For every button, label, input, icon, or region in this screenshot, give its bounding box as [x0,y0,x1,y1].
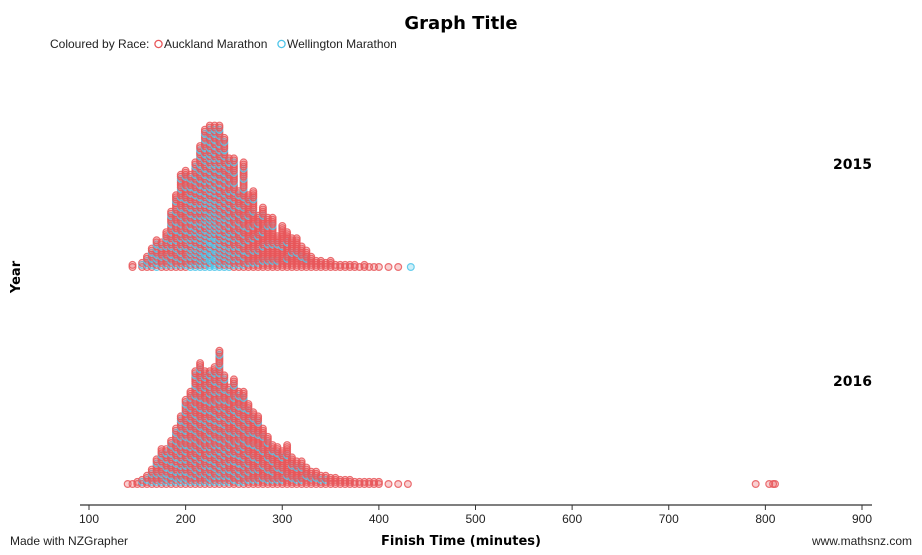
dot-auckland-2016 [254,412,263,421]
x-tick-label: 800 [755,512,775,526]
dot-auckland-2015 [283,228,292,237]
legend: Coloured by Race: Auckland Marathon Well… [50,37,397,51]
legend-entry-wellington: Wellington Marathon [287,37,397,51]
x-tick-label: 100 [79,512,99,526]
dot-auckland-2016 [215,346,224,355]
x-axis-label: Finish Time (minutes) [381,534,541,549]
dot-auckland-2016 [258,424,267,433]
x-tick-label: 400 [369,512,389,526]
x-tick-label: 900 [852,512,872,526]
x-tick-label: 300 [272,512,292,526]
dot-auckland-2016 [283,441,292,450]
plot-area [123,121,779,489]
dot-auckland-2016 [403,480,412,489]
x-tick-label: 600 [562,512,582,526]
legend-marker-wellington [277,39,286,49]
footer-credit: Made with NZGrapher [10,534,128,548]
dot-auckland-2015 [258,203,267,212]
dot-auckland-2016 [297,457,306,466]
dot-auckland-2015 [268,213,277,222]
dot-auckland-2015 [220,133,229,142]
dot-auckland-2016 [770,480,779,489]
dot-auckland-2016 [263,432,272,441]
dot-auckland-2015 [128,260,137,269]
dot-auckland-2015 [384,263,393,272]
dot-auckland-2016 [394,480,403,489]
dot-auckland-2015 [278,222,287,231]
dot-auckland-2015 [394,263,403,272]
dot-auckland-2016 [751,480,760,489]
dot-auckland-2016 [384,480,393,489]
dot-auckland-2016 [244,400,253,409]
legend-entry-auckland: Auckland Marathon [164,37,267,51]
dot-auckland-2016 [196,359,205,368]
x-tick-label: 200 [176,512,196,526]
dot-auckland-2015 [215,121,224,130]
dot-auckland-2016 [220,371,229,380]
dot-auckland-2016 [229,375,238,384]
dot-auckland-2015 [229,154,238,163]
dot-auckland-2015 [374,263,383,272]
dot-auckland-2015 [239,158,248,167]
y-axis-label: Year [9,260,24,294]
panel-label-2015: 2015 [833,157,872,173]
x-axis-ticks: 100 200 300 400 500 600 700 800 900 [79,505,872,526]
dot-auckland-2015 [302,246,311,255]
footer-website: www.mathsnz.com [811,534,912,548]
dot-wellington-2015 [406,263,415,272]
dot-auckland-2016 [239,387,248,396]
x-tick-label: 700 [659,512,679,526]
panel-label-2016: 2016 [833,374,872,390]
dot-auckland-2015 [249,187,258,196]
x-tick-label: 500 [465,512,485,526]
chart-title: Graph Title [404,13,517,34]
dot-auckland-2015 [292,234,301,243]
dot-auckland-2016 [374,477,383,486]
legend-title: Coloured by Race: [50,37,149,51]
legend-marker-auckland [154,39,163,49]
